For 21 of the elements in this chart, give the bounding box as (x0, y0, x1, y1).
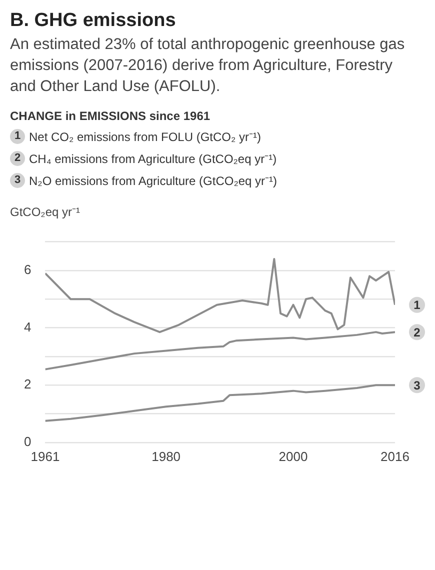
y-axis-title: GtCO₂eq yr⁻¹ (10, 204, 81, 220)
text: 1 (414, 298, 421, 312)
text: 1 (14, 130, 21, 142)
legend-title: CHANGE in EMISSIONS since 1961 (10, 109, 212, 123)
x-tick-label: 2000 (278, 448, 308, 464)
chart-title: B. GHG emissions (10, 10, 177, 32)
y-tick-label: 4 (24, 319, 32, 334)
text: 3 (14, 174, 21, 186)
y-tick-label: 0 (24, 434, 32, 449)
x-tick-label: 2016 (380, 448, 410, 464)
legend-label: N₂O emissions from Agriculture (GtCO₂eq yr⁻¹) (29, 173, 278, 189)
x-tick-label: 1980 (152, 448, 181, 464)
y-tick-label: 2 (24, 376, 32, 392)
y-tick-label: 6 (24, 262, 32, 278)
x-tick-label: 1961 (30, 448, 60, 464)
text: 2 (14, 152, 21, 164)
legend-label: CH₄ emissions from Agriculture (GtCO₂eq yr⁻¹) (29, 151, 277, 167)
text: 3 (414, 378, 421, 392)
legend-label: Net CO₂ emissions from FOLU (GtCO₂ yr⁻¹) (29, 129, 261, 145)
text: 2 (414, 325, 421, 340)
chart-subtitle: An estimated 23% of total anthropogenic greenhouse gas emissions (2007-2016) derive from Agriculture, Forestry and Other Land Use (AFOLU). (10, 35, 406, 97)
